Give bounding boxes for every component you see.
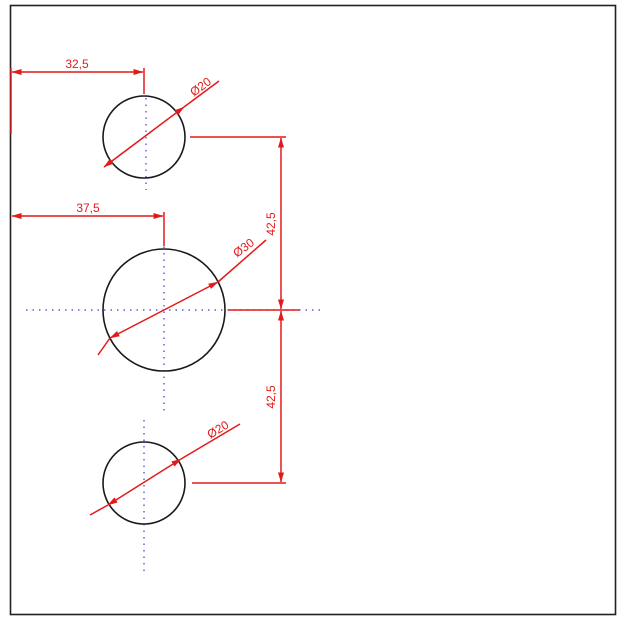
diameter-line-middle — [109, 281, 219, 339]
bottom-hole — [102, 441, 186, 525]
dimension-vertical-chain: 42,5 42,5 — [190, 136, 300, 484]
diameter-leader-middle — [217, 239, 267, 283]
dimension-label-lower-vertical: 42,5 — [264, 385, 278, 409]
diameter-line-bottom — [107, 458, 182, 506]
diameter-line-middle-extension — [97, 337, 111, 356]
middle-hole — [102, 248, 226, 372]
dimension-middle-horizontal: 37,5 — [11, 201, 165, 246]
dimension-label-top-horizontal: 32,5 — [65, 57, 89, 71]
dimension-top-horizontal: 32,5 — [10, 57, 145, 134]
top-hole — [102, 95, 186, 179]
diameter-leader-bottom — [180, 423, 241, 460]
holes — [102, 95, 226, 525]
diameter-line-bottom-extension — [89, 504, 109, 516]
dimension-label-middle-horizontal: 37,5 — [76, 201, 100, 215]
diameter-line-top — [103, 106, 185, 168]
diameter-leader-top — [183, 80, 220, 108]
dimension-label-upper-vertical: 42,5 — [264, 212, 278, 236]
